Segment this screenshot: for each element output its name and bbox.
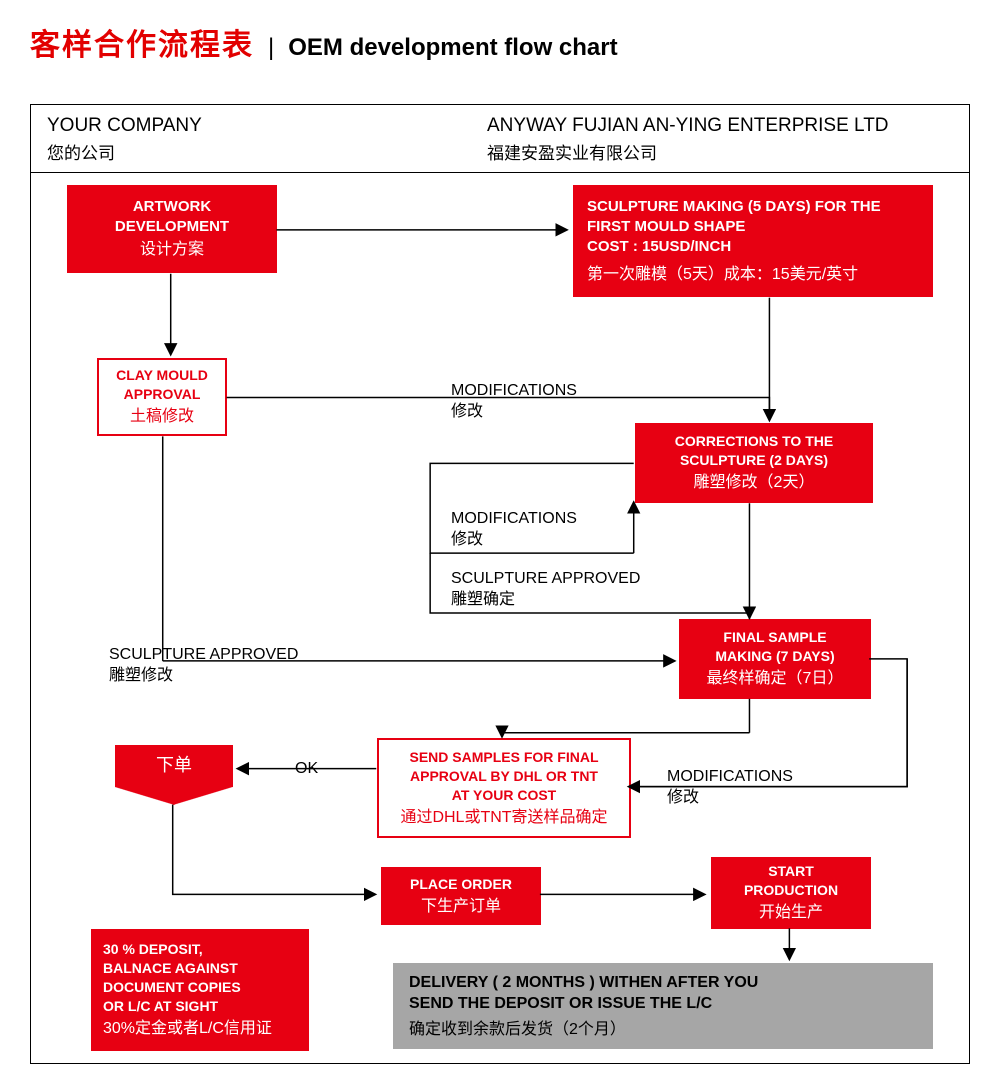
label-mod-2-cn: 修改 <box>451 530 577 551</box>
node-corrections-en1: CORRECTIONS TO THE <box>675 432 833 451</box>
node-start-production: START PRODUCTION 开始生产 <box>711 857 871 929</box>
label-mod-2: MODIFICATIONS 修改 <box>451 509 577 551</box>
header-left: YOUR COMPANY 您的公司 <box>31 105 471 172</box>
title-cn: 客样合作流程表 <box>30 20 254 64</box>
node-deposit-en1: 30 % DEPOSIT, <box>103 940 203 959</box>
label-ok: OK <box>295 759 318 780</box>
node-ribbon: 下单 <box>115 745 233 787</box>
title-en: OEM development flow chart <box>288 34 617 62</box>
label-mod-3: MODIFICATIONS 修改 <box>667 767 793 809</box>
label-mod-3-en: MODIFICATIONS <box>667 767 793 788</box>
title-separator: | <box>268 34 274 62</box>
node-corrections-cn: 雕塑修改（2天） <box>694 472 815 494</box>
header-right-en: ANYWAY FUJIAN AN-YING ENTERPRISE LTD <box>487 115 953 137</box>
node-send-samples-en3: AT YOUR COST <box>452 786 557 805</box>
flowchart-canvas: ARTWORK DEVELOPMENT 设计方案 SCULPTURE MAKIN… <box>31 173 969 1063</box>
node-deposit: 30 % DEPOSIT, BALNACE AGAINST DOCUMENT C… <box>91 929 309 1051</box>
node-sculpture-cn: 第一次雕模（5天）成本：15美元/英寸 <box>587 264 858 286</box>
node-place-order-cn: 下生产订单 <box>421 896 501 918</box>
label-approved-2-en: SCULPTURE APPROVED <box>109 645 298 666</box>
node-artwork: ARTWORK DEVELOPMENT 设计方案 <box>67 185 277 273</box>
header-right-cn: 福建安盈实业有限公司 <box>487 139 953 164</box>
header-row: YOUR COMPANY 您的公司 ANYWAY FUJIAN AN-YING … <box>31 105 969 172</box>
node-clay-cn: 土稿修改 <box>130 406 194 428</box>
node-corrections: CORRECTIONS TO THE SCULPTURE (2 DAYS) 雕塑… <box>635 423 873 503</box>
header-left-en: YOUR COMPANY <box>47 115 455 137</box>
node-sculpture: SCULPTURE MAKING (5 DAYS) FOR THE FIRST … <box>573 185 933 297</box>
node-sculpture-en1: SCULPTURE MAKING (5 DAYS) FOR THE <box>587 197 881 217</box>
label-mod-1-en: MODIFICATIONS <box>451 381 577 402</box>
label-approved-1-en: SCULPTURE APPROVED <box>451 569 640 590</box>
node-deposit-cn: 30%定金或者L/C信用证 <box>103 1018 272 1040</box>
node-send-samples-en2: APPROVAL BY DHL OR TNT <box>410 767 598 786</box>
node-ribbon-cn: 下单 <box>156 755 192 775</box>
node-start-prod-cn: 开始生产 <box>759 902 823 924</box>
label-approved-2-cn: 雕塑修改 <box>109 666 298 687</box>
node-sculpture-en3: COST : 15USD/INCH <box>587 237 731 257</box>
node-sculpture-en2: FIRST MOULD SHAPE <box>587 217 745 237</box>
flowchart-frame: YOUR COMPANY 您的公司 ANYWAY FUJIAN AN-YING … <box>30 104 970 1064</box>
node-final-sample: FINAL SAMPLE MAKING (7 DAYS) 最终样确定（7日） <box>679 619 871 699</box>
node-artwork-cn: 设计方案 <box>140 239 204 261</box>
node-final-sample-en2: MAKING (7 DAYS) <box>715 647 834 666</box>
node-send-samples: SEND SAMPLES FOR FINAL APPROVAL BY DHL O… <box>377 738 631 838</box>
node-deposit-en4: OR L/C AT SIGHT <box>103 997 218 1016</box>
node-place-order-en: PLACE ORDER <box>410 875 512 894</box>
header-right: ANYWAY FUJIAN AN-YING ENTERPRISE LTD 福建安… <box>471 105 969 172</box>
node-start-prod-en: START PRODUCTION <box>731 862 851 900</box>
node-delivery-cn: 确定收到余款后发货（2个月） <box>409 1019 626 1041</box>
node-deposit-en2: BALNACE AGAINST <box>103 959 238 978</box>
node-delivery-en1: DELIVERY ( 2 MONTHS ) WITHEN AFTER YOU <box>409 972 758 994</box>
node-clay-en: CLAY MOULD APPROVAL <box>109 366 215 404</box>
label-mod-3-cn: 修改 <box>667 788 793 809</box>
label-mod-1: MODIFICATIONS 修改 <box>451 381 577 423</box>
label-mod-1-cn: 修改 <box>451 402 577 423</box>
header-left-cn: 您的公司 <box>47 139 455 164</box>
node-clay: CLAY MOULD APPROVAL 土稿修改 <box>97 358 227 436</box>
node-send-samples-en1: SEND SAMPLES FOR FINAL <box>409 748 598 767</box>
node-final-sample-en1: FINAL SAMPLE <box>723 628 826 647</box>
node-delivery: DELIVERY ( 2 MONTHS ) WITHEN AFTER YOU S… <box>393 963 933 1049</box>
page-title-row: 客样合作流程表 | OEM development flow chart <box>30 20 979 64</box>
node-corrections-en2: SCULPTURE (2 DAYS) <box>680 451 828 470</box>
node-send-samples-cn: 通过DHL或TNT寄送样品确定 <box>400 807 607 829</box>
label-approved-1: SCULPTURE APPROVED 雕塑确定 <box>451 569 640 611</box>
node-deposit-en3: DOCUMENT COPIES <box>103 978 241 997</box>
label-mod-2-en: MODIFICATIONS <box>451 509 577 530</box>
node-place-order: PLACE ORDER 下生产订单 <box>381 867 541 925</box>
node-artwork-en: ARTWORK DEVELOPMENT <box>97 197 247 238</box>
node-final-sample-cn: 最终样确定（7日） <box>707 668 844 690</box>
node-delivery-en2: SEND THE DEPOSIT OR ISSUE THE L/C <box>409 993 712 1015</box>
label-approved-1-cn: 雕塑确定 <box>451 590 640 611</box>
label-approved-2: SCULPTURE APPROVED 雕塑修改 <box>109 645 298 687</box>
